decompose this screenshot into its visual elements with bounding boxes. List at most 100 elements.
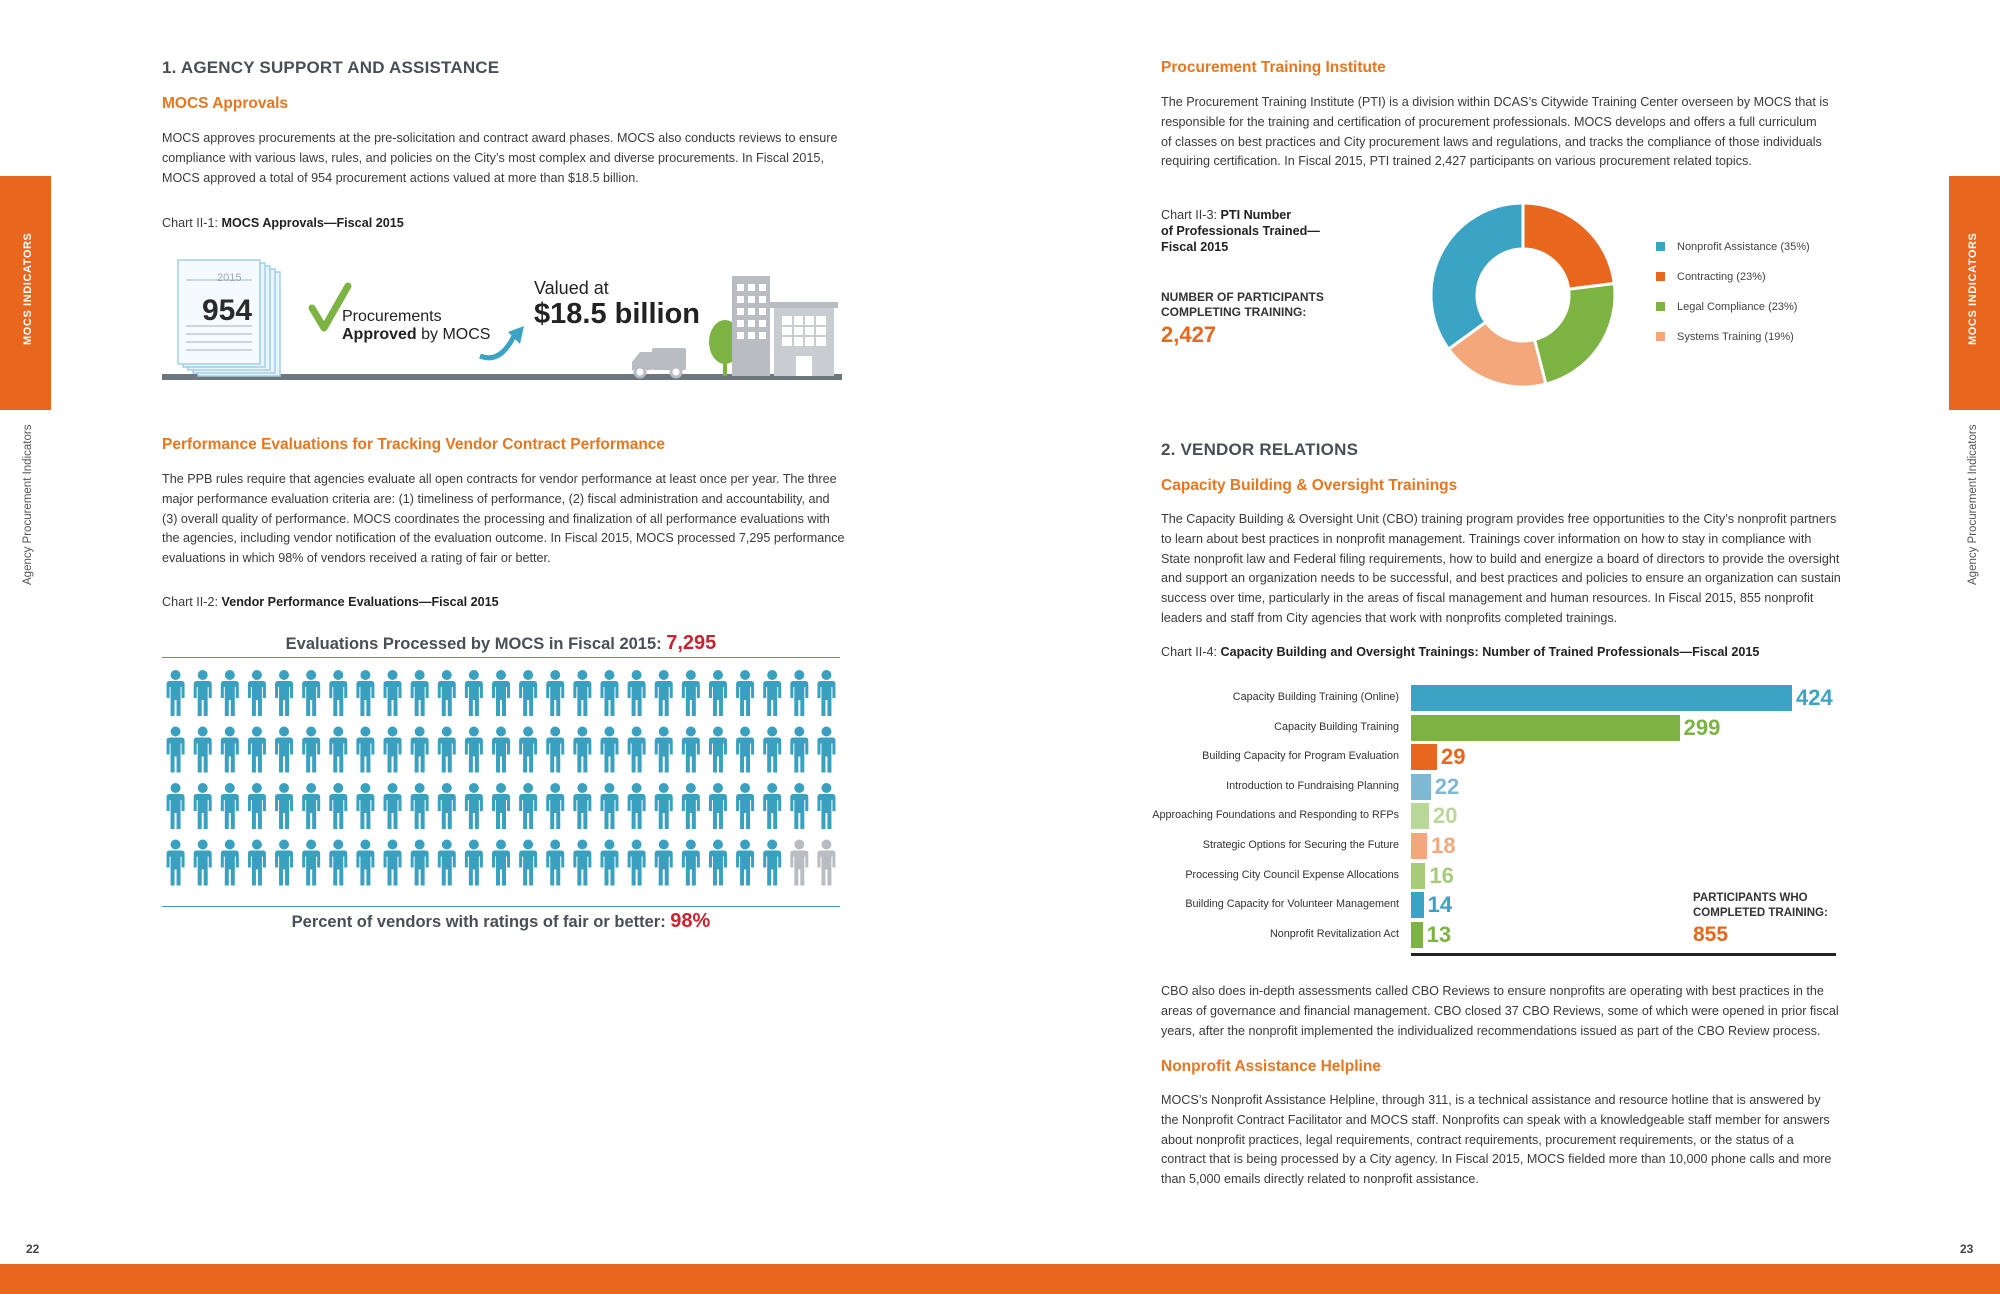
- person-icon: [302, 726, 321, 773]
- left-side-tab: [0, 176, 51, 410]
- footer-bar: [0, 1264, 2000, 1294]
- right-side-section-label: Agency Procurement Indicators: [1967, 424, 1979, 585]
- person-icon: [573, 726, 592, 773]
- person-icon: [193, 670, 212, 716]
- person-icon: [275, 839, 294, 886]
- person-icon: [356, 839, 375, 886]
- person-icon: [356, 783, 375, 829]
- person-icon: [519, 839, 538, 886]
- text-line: CBO also does in-depth assessments calle…: [1161, 984, 1824, 998]
- text-line: The PPB rules require that agencies eval…: [162, 472, 837, 486]
- text-line: (3) overall quality of performance. MOCS…: [162, 511, 830, 526]
- section-title-vendor-relations: 2. VENDOR RELATIONS: [1161, 440, 1359, 459]
- person-icon: [247, 726, 266, 773]
- building-windows: [737, 284, 766, 339]
- text-line: MOCS approves procurements at the pre-so…: [162, 131, 838, 145]
- caption-prefix: Chart II-3:: [1161, 208, 1221, 222]
- heading-capacity-building: Capacity Building & Oversight Trainings: [1161, 477, 1458, 494]
- person-icon: [708, 726, 727, 773]
- capacity-building-paragraph: The Capacity Building & Oversight Unit (…: [1161, 510, 1851, 629]
- person-icon: [681, 783, 700, 829]
- person-icon: [600, 839, 619, 886]
- heading-pti: Procurement Training Institute: [1161, 59, 1386, 76]
- chart2-top-rule: [162, 657, 840, 658]
- document-stack-icon: [177, 259, 281, 377]
- person-icon: [383, 670, 402, 716]
- left-side-section-label: Agency Procurement Indicators: [22, 424, 34, 585]
- person-icon: [193, 726, 212, 773]
- person-icon: [329, 783, 348, 829]
- person-icon: [166, 783, 185, 829]
- person-icon: [383, 839, 402, 886]
- person-icon: [410, 670, 429, 716]
- truck-icon: [632, 348, 686, 379]
- person-icon: [546, 839, 565, 886]
- person-icon: [573, 670, 592, 716]
- percent-fair-value: 98%: [670, 910, 711, 932]
- kpi-label-line: NUMBER OF PARTICIPANTS: [1161, 290, 1324, 304]
- chart1-approvals-infographic: 2015 954 Procurements Approved by MOCS V…: [162, 258, 842, 388]
- text-line: The Capacity Building & Oversight Unit (…: [1161, 512, 1837, 526]
- legend-item: Nonprofit Assistance (35%): [1656, 241, 1810, 253]
- chart1-caption: Chart II-1: MOCS Approvals—Fiscal 2015: [162, 216, 404, 230]
- bar-category-label: Capacity Building Training (Online): [1232, 691, 1399, 703]
- person-icon: [763, 726, 782, 773]
- person-icon: [329, 839, 348, 886]
- bar-total-value: 855: [1693, 923, 1729, 946]
- person-icon: [464, 670, 483, 716]
- bar-category-label: Strategic Options for Securing the Futur…: [1202, 839, 1399, 851]
- text-line: MOCS approved a total of 954 procurement…: [162, 170, 639, 185]
- legend-item: Legal Compliance (23%): [1656, 301, 1797, 313]
- pti-kpi-label: NUMBER OF PARTICIPANTS COMPLETING TRAINI…: [1161, 290, 1324, 320]
- chart4-caption: Chart II-4: Capacity Building and Oversi…: [1161, 645, 1759, 659]
- warehouse-building-icon: [770, 302, 838, 376]
- approvals-label: Procurements Approved by MOCS: [342, 308, 490, 344]
- person-icon: [681, 726, 700, 773]
- text-line: the agencies, including vendor notificat…: [162, 531, 845, 546]
- ground-line: [162, 374, 842, 380]
- performance-evaluations-paragraph: The PPB rules require that agencies eval…: [162, 470, 852, 569]
- chart3-caption: Chart II-3: PTI Number of Professionals …: [1161, 207, 1320, 255]
- person-icon: [356, 726, 375, 773]
- person-icon: [356, 670, 375, 716]
- bar: [1411, 833, 1428, 859]
- person-icon: [492, 839, 510, 886]
- caption-title: MOCS Approvals—Fiscal 2015: [221, 216, 404, 230]
- bar-value-label: 424: [1796, 685, 1833, 710]
- legend-label: Legal Compliance (23%): [1677, 301, 1798, 313]
- person-icon: [654, 783, 673, 829]
- caption-title: Vendor Performance Evaluations—Fiscal 20…: [221, 595, 499, 609]
- person-icon: [627, 670, 646, 716]
- bar: [1411, 892, 1424, 919]
- total-label-line: COMPLETED TRAINING:: [1693, 907, 1828, 919]
- bar-value-label: 14: [1427, 892, 1453, 918]
- kpi-label-line: COMPLETING TRAINING:: [1161, 305, 1307, 319]
- person-icon: [492, 726, 510, 773]
- person-icon: [817, 783, 836, 829]
- donut-slice: [1532, 281, 1616, 386]
- person-icon: [763, 839, 782, 886]
- heading-helpline: Nonprofit Assistance Helpline: [1161, 1058, 1381, 1075]
- person-icon: [681, 839, 700, 886]
- text-line: about nonprofit practices, legal require…: [1161, 1132, 1794, 1147]
- legend-item: Contracting (23%): [1656, 271, 1766, 283]
- person-icon: [708, 783, 727, 829]
- person-icon: [817, 670, 836, 716]
- bar: [1411, 744, 1438, 771]
- text-line: than 5,000 emails directly related to no…: [1161, 1172, 1479, 1187]
- chart2-title: Evaluations Processed by MOCS in Fiscal …: [162, 632, 840, 655]
- legend-label: Nonprofit Assistance (35%): [1677, 241, 1810, 253]
- person-icon: [627, 783, 646, 829]
- arrow-up-icon: [479, 334, 517, 361]
- legend-item: Systems Training (19%): [1656, 331, 1794, 343]
- person-icon: [790, 670, 809, 716]
- bar: [1411, 803, 1429, 830]
- label-by-mocs: by MOCS: [416, 326, 491, 343]
- person-icon: [546, 726, 565, 773]
- person-icon: [302, 670, 321, 716]
- legend-swatch: [1656, 302, 1665, 311]
- person-icon: [736, 783, 755, 829]
- text-line: the Nonprofit Contract Facilitator and M…: [1161, 1112, 1830, 1127]
- trainings-bar-chart: Capacity Building Training (Online) 424 Ca…: [1152, 684, 1841, 956]
- person-icon: [437, 726, 456, 773]
